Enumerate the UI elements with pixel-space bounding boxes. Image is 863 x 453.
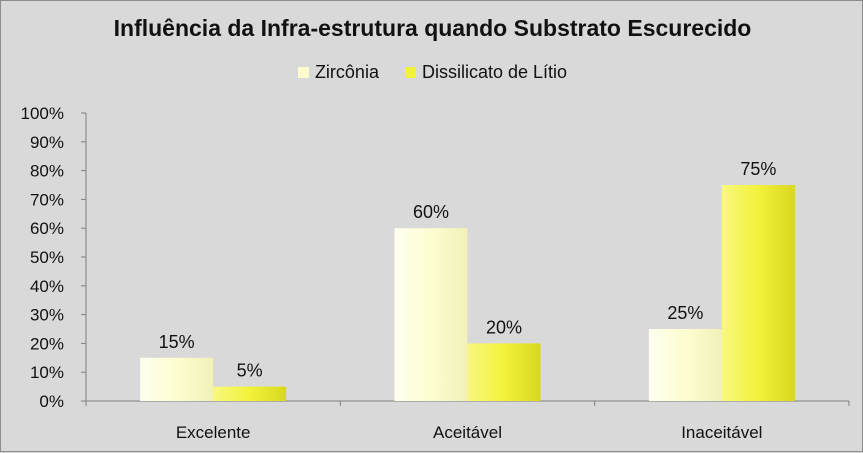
y-tick-label: 30% — [30, 306, 64, 325]
bar — [140, 357, 214, 401]
y-tick-label: 0% — [39, 392, 64, 411]
bar — [213, 386, 287, 401]
y-tick-label: 20% — [30, 334, 64, 353]
bar — [648, 329, 722, 401]
data-label: 15% — [159, 332, 195, 352]
legend-item-zirconia: Zircônia — [297, 62, 379, 83]
data-label: 75% — [740, 159, 776, 179]
data-label: 5% — [237, 361, 263, 381]
legend-item-dissilicato: Dissilicato de Lítio — [404, 62, 568, 83]
legend-label-zirconia: Zircônia — [314, 62, 379, 82]
data-label: 20% — [486, 317, 522, 337]
x-category-label: Excelente — [176, 423, 251, 442]
y-tick-label: 80% — [30, 162, 64, 181]
legend: Zircônia Dissilicato de Lítio — [1, 62, 863, 83]
y-tick-label: 50% — [30, 248, 64, 267]
y-tick-label: 10% — [30, 363, 64, 382]
x-category-label: Aceitável — [433, 423, 502, 442]
y-tick-label: 100% — [21, 104, 64, 123]
y-tick-label: 90% — [30, 133, 64, 152]
legend-swatch-dissilicato — [404, 67, 416, 78]
y-tick-label: 70% — [30, 190, 64, 209]
legend-swatch-zirconia — [297, 67, 309, 78]
x-category-label: Inaceitável — [681, 423, 762, 442]
y-tick-label: 40% — [30, 277, 64, 296]
bar — [467, 343, 541, 401]
legend-label-dissilicato: Dissilicato de Lítio — [421, 62, 568, 82]
data-label: 60% — [413, 202, 449, 222]
bar — [394, 228, 468, 401]
bar — [721, 185, 795, 401]
y-tick-label: 60% — [30, 219, 64, 238]
data-label: 25% — [667, 303, 703, 323]
chart-title: Influência da Infra-estrutura quando Sub… — [113, 15, 752, 41]
